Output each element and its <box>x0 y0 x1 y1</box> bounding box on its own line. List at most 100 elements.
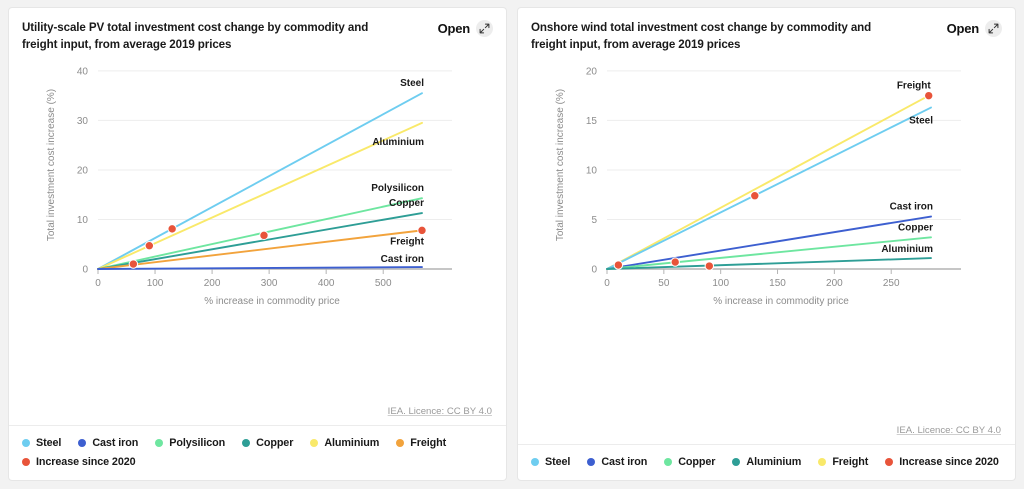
legend-item-label: Cast iron <box>601 456 648 468</box>
legend-color-dot <box>396 439 405 447</box>
x-axis-title: % increase in commodity price <box>204 296 340 307</box>
legend-color-dot <box>155 439 164 447</box>
legend-color-dot <box>885 458 894 466</box>
y-axis-tick-label: 0 <box>591 265 597 276</box>
data-point-marker[interactable] <box>417 225 427 236</box>
data-point-marker[interactable] <box>924 90 934 101</box>
data-point-marker[interactable] <box>128 259 139 269</box>
y-axis-tick-label: 40 <box>77 66 89 77</box>
y-axis-tick-label: 10 <box>77 215 89 226</box>
legend-color-dot <box>242 439 251 447</box>
series-end-label: Aluminium <box>372 137 424 148</box>
legend-item-label: Aluminium <box>746 456 802 468</box>
chart-legend-wind: Steel Cast iron Copper Aluminium Freight Incr… <box>518 444 1015 480</box>
legend-item-label: Steel <box>36 437 62 449</box>
series-end-label: Freight <box>390 236 425 247</box>
legend-item[interactable]: Increase since 2020 <box>22 456 493 468</box>
series-line[interactable] <box>97 92 423 270</box>
data-point-marker[interactable] <box>144 241 155 251</box>
legend-item[interactable]: Cast iron <box>78 437 138 449</box>
series-line[interactable] <box>97 266 423 270</box>
legend-item[interactable]: Aluminium <box>732 456 801 468</box>
y-axis-tick-label: 15 <box>586 116 598 127</box>
legend-item[interactable]: Copper <box>242 437 293 449</box>
x-axis-tick-label: 200 <box>204 278 221 289</box>
licence-link[interactable]: IEA. Licence: CC BY 4.0 <box>896 425 1001 436</box>
legend-color-dot <box>78 439 87 447</box>
licence-link[interactable]: IEA. Licence: CC BY 4.0 <box>387 406 492 417</box>
x-axis-tick-label: 150 <box>769 278 786 289</box>
legend-color-dot <box>310 439 319 447</box>
legend-color-dot <box>22 439 30 447</box>
open-button[interactable]: Open <box>947 19 1002 37</box>
data-point-marker[interactable] <box>670 257 680 267</box>
x-axis-tick-label: 250 <box>883 278 900 289</box>
x-axis-tick-label: 500 <box>375 278 392 289</box>
open-button-label: Open <box>437 21 471 36</box>
data-point-marker[interactable] <box>259 230 269 241</box>
card-header: Utility-scale PV total investment cost c… <box>9 8 506 53</box>
x-axis-tick-label: 200 <box>826 278 843 289</box>
series-line[interactable] <box>97 212 423 270</box>
series-end-label: Cast iron <box>890 202 933 213</box>
series-line[interactable] <box>97 229 423 270</box>
legend-color-dot <box>587 458 596 466</box>
legend-item-label: Cast iron <box>92 437 139 449</box>
legend-color-dot <box>732 458 741 466</box>
series-line[interactable] <box>606 94 930 270</box>
series-line[interactable] <box>606 106 932 270</box>
legend-item[interactable]: Polysilicon <box>155 437 225 449</box>
y-axis-tick-label: 0 <box>82 265 88 276</box>
legend-item[interactable]: Aluminium <box>310 437 379 449</box>
chart-card-wind: Onshore wind total investment cost chang… <box>517 7 1016 481</box>
series-end-label: Cast iron <box>381 254 424 265</box>
x-axis-tick-label: 100 <box>712 278 729 289</box>
legend-item[interactable]: Steel <box>531 456 570 468</box>
legend-color-dot <box>531 458 539 466</box>
y-axis-tick-label: 5 <box>591 215 597 226</box>
data-point-marker[interactable] <box>704 261 715 271</box>
legend-item[interactable]: Steel <box>22 437 61 449</box>
series-line[interactable] <box>606 236 932 270</box>
legend-item[interactable]: Cast iron <box>587 456 647 468</box>
legend-item-label: Increase since 2020 <box>36 456 136 468</box>
card-header: Onshore wind total investment cost chang… <box>518 8 1015 53</box>
expand-arrows-icon[interactable] <box>985 20 1002 37</box>
x-axis-tick-label: 0 <box>604 278 610 289</box>
page-title: Utility-scale PV total investment cost c… <box>22 21 369 51</box>
legend-item-label: Freight <box>832 456 869 468</box>
legend-item[interactable]: Increase since 2020 <box>885 456 999 468</box>
legend-color-dot <box>818 458 827 466</box>
series-end-label: Polysilicon <box>371 183 424 194</box>
legend-item[interactable]: Copper <box>664 456 716 468</box>
expand-arrows-icon[interactable] <box>476 20 493 37</box>
x-axis-tick-label: 300 <box>261 278 278 289</box>
card-footer: IEA. Licence: CC BY 4.0 <box>518 425 1015 444</box>
y-axis-title: Total investment cost increase (%) <box>46 89 57 241</box>
page-title: Onshore wind total investment cost chang… <box>531 21 872 51</box>
series-end-label: Copper <box>389 198 424 209</box>
open-button[interactable]: Open <box>438 19 493 37</box>
series-line[interactable] <box>606 257 932 270</box>
series-line[interactable] <box>606 215 932 270</box>
y-axis-tick-label: 10 <box>586 165 598 176</box>
series-end-label: Copper <box>898 222 933 233</box>
legend-color-dot <box>664 458 673 466</box>
series-end-label: Steel <box>909 116 933 127</box>
data-point-marker[interactable] <box>613 260 624 270</box>
legend-item-label: Copper <box>678 456 716 468</box>
x-axis-tick-label: 0 <box>95 278 101 289</box>
x-axis-tick-label: 400 <box>318 278 335 289</box>
data-point-marker[interactable] <box>750 191 760 201</box>
legend-item[interactable]: Freight <box>818 456 868 468</box>
open-button-label: Open <box>946 21 980 36</box>
legend-item-label: Freight <box>410 437 447 449</box>
series-end-label: Freight <box>897 81 932 92</box>
legend-color-dot <box>22 458 30 466</box>
data-point-marker[interactable] <box>167 224 177 234</box>
legend-item[interactable]: Freight <box>396 437 446 449</box>
chart-card-pv: Utility-scale PV total investment cost c… <box>8 7 507 481</box>
